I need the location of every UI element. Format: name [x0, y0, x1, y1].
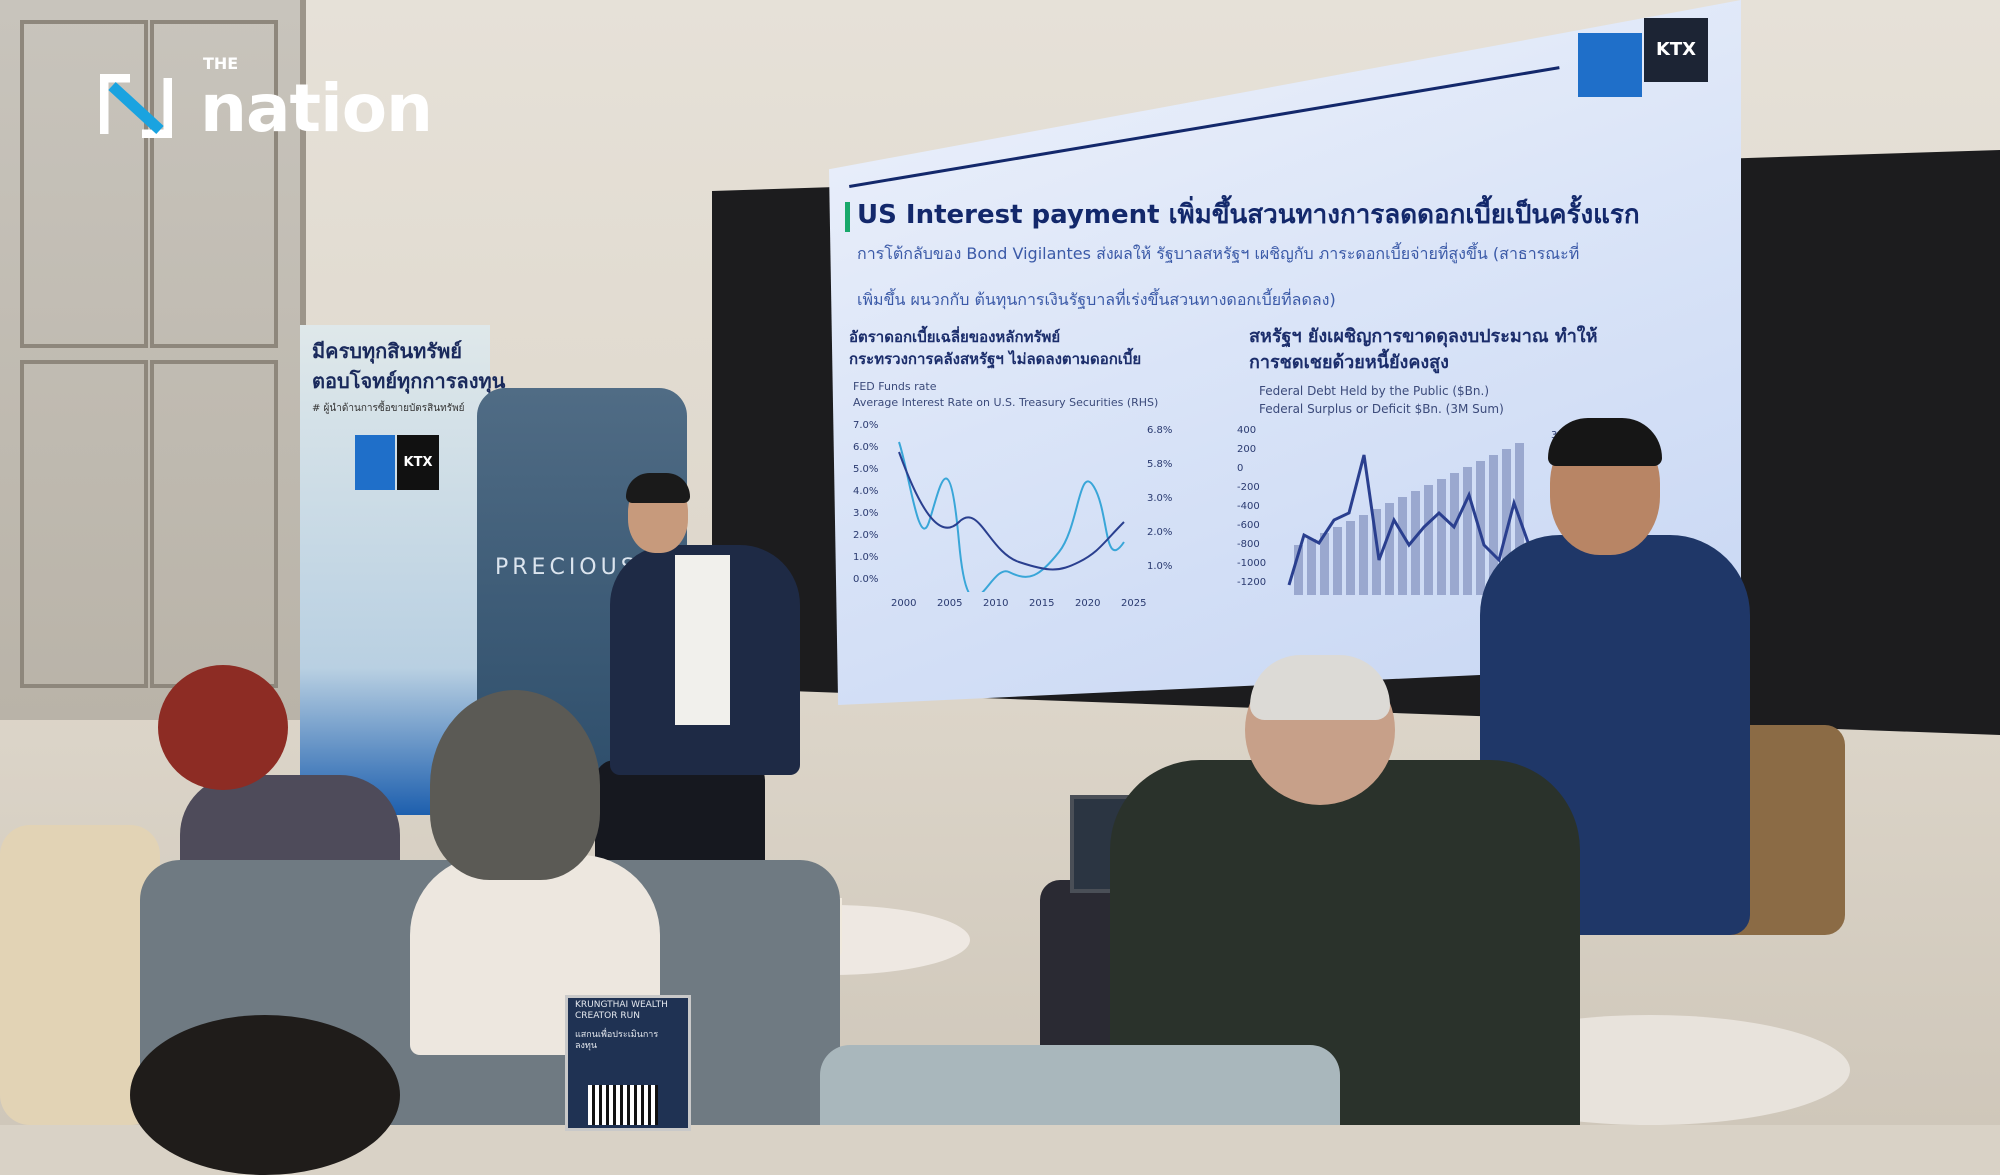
banner-tagline: # ผู้นำด้านการซื้อขายบัตรสินทรัพย์	[312, 403, 465, 414]
banner-krungthai-logo	[355, 435, 395, 490]
speaker-hair	[626, 473, 690, 503]
tick-label: -1200	[1237, 577, 1267, 588]
nation-mark-icon	[100, 74, 172, 138]
tick-label: 2005	[937, 598, 963, 609]
audience-woman-1-head	[158, 665, 288, 790]
right-chart-heading-2: การชดเชยด้วยหนี้ยังคงสูง	[1249, 352, 1449, 373]
tick-label: 1.0%	[853, 552, 879, 563]
qr-code[interactable]	[588, 1085, 658, 1125]
window-pane	[150, 20, 278, 348]
slide-subtitle-1: การโต้กลับของ Bond Vigilantes ส่งผลให้ ร…	[857, 244, 1580, 263]
tick-label: 2.0%	[853, 530, 879, 541]
debt-bar	[1437, 479, 1446, 595]
tick-label: -600	[1237, 520, 1260, 531]
left-chart	[898, 441, 1125, 592]
tick-label: 6.0%	[853, 442, 879, 453]
avg-interest-line	[898, 451, 1125, 571]
banner-ktx-logo: KTX	[397, 435, 439, 490]
tick-label: 2025	[1121, 598, 1147, 609]
debt-bar	[1450, 473, 1459, 595]
tick-label: 400	[1237, 425, 1257, 436]
tick-label: 2015	[1029, 598, 1055, 609]
debt-bar	[1307, 539, 1316, 595]
debt-bar	[1489, 455, 1498, 595]
window-pane	[20, 20, 148, 348]
tick-label: 6.8%	[1147, 425, 1173, 436]
tick-label: 4.0%	[853, 486, 879, 497]
tick-label: 3.0%	[853, 508, 879, 519]
slide-subtitle-2: เพิ่มขึ้น ผนวกกับ ต้นทุนการเงินรัฐบาลที่…	[857, 290, 1336, 309]
debt-bar	[1359, 515, 1368, 595]
slide-title: US Interest payment เพิ่มขึ้นสวนทางการลด…	[857, 200, 1640, 230]
tick-label: 5.8%	[1147, 459, 1173, 470]
tick-label: 0.0%	[853, 574, 879, 585]
ktx-logo: KTX	[1644, 18, 1708, 82]
right-chart	[1287, 443, 1531, 595]
title-accent	[845, 202, 850, 232]
debt-bar	[1385, 503, 1394, 595]
tick-label: 1.0%	[1147, 561, 1173, 572]
debt-bar	[1294, 545, 1303, 595]
qr-sign-text: KRUNGTHAI WEALTH CREATOR RUN แสกนเพื่อปร…	[575, 1000, 675, 1052]
krungthai-logo	[1578, 33, 1642, 97]
tick-label: 2010	[983, 598, 1009, 609]
tick-label: 200	[1237, 444, 1257, 455]
right-legend-2: Federal Surplus or Deficit $Bn. (3M Sum)	[1259, 402, 1504, 416]
debt-bar	[1476, 461, 1485, 595]
left-chart-heading-1: อัตราดอกเบี้ยเฉลี่ยของหลักทรัพย์	[849, 328, 1061, 346]
tick-label: 2.0%	[1147, 527, 1173, 538]
audience-man-hair	[1250, 655, 1390, 720]
left-legend-1: FED Funds rate	[853, 380, 937, 393]
deficit-line	[1287, 454, 1531, 586]
audience-woman-2-head	[430, 690, 600, 880]
tick-label: 0	[1237, 463, 1244, 474]
tick-label: 3.0%	[1147, 493, 1173, 504]
speaker-shirt	[675, 555, 730, 725]
window-pane	[150, 360, 278, 688]
debt-bar	[1502, 449, 1511, 595]
banner-line-2: ตอบโจทย์ทุกการลงทุน	[312, 369, 506, 393]
qr-sign-title: KRUNGTHAI WEALTH CREATOR RUN	[575, 1000, 668, 1021]
tick-label: -800	[1237, 539, 1260, 550]
tick-label: 2020	[1075, 598, 1101, 609]
debt-bar	[1411, 491, 1420, 595]
tick-label: 5.0%	[853, 464, 879, 475]
tick-label: 2000	[891, 598, 917, 609]
audience-head	[130, 1015, 400, 1175]
nation-wordmark: nation	[200, 70, 433, 147]
right-legend-1: Federal Debt Held by the Public ($Bn.)	[1259, 384, 1490, 398]
debt-bar	[1320, 533, 1329, 595]
banner-line-1: มีครบทุกสินทรัพย์	[312, 339, 462, 363]
debt-bar	[1463, 467, 1472, 595]
left-chart-heading-2: กระทรวงการคลังสหรัฐฯ ไม่ลดลงตามดอกเบี้ย	[849, 350, 1142, 368]
fed-funds-line	[898, 441, 1125, 592]
speaker-right-hair	[1548, 418, 1662, 466]
debt-bar	[1333, 527, 1342, 595]
sofa-front	[820, 1045, 1340, 1125]
tick-label: -1000	[1237, 558, 1267, 569]
tick-label: 7.0%	[853, 420, 879, 431]
tick-label: -400	[1237, 501, 1260, 512]
rollup-banner: มีครบทุกสินทรัพย์ ตอบโจทย์ทุกการลงทุน # …	[300, 325, 505, 815]
tick-label: -200	[1237, 482, 1260, 493]
left-legend-2: Average Interest Rate on U.S. Treasury S…	[853, 396, 1159, 409]
nation-the: THE	[203, 54, 239, 73]
debt-bar	[1346, 521, 1355, 595]
debt-bar	[1424, 485, 1433, 595]
precious-label: PRECIOUS	[495, 555, 639, 580]
qr-sign-caption: แสกนเพื่อประเมินการลงทุน	[575, 1030, 659, 1051]
right-chart-heading-1: สหรัฐฯ ยังเผชิญการขาดดุลงบประมาณ ทำให้	[1249, 326, 1598, 347]
window-pane	[20, 360, 148, 688]
debt-bar	[1398, 497, 1407, 595]
